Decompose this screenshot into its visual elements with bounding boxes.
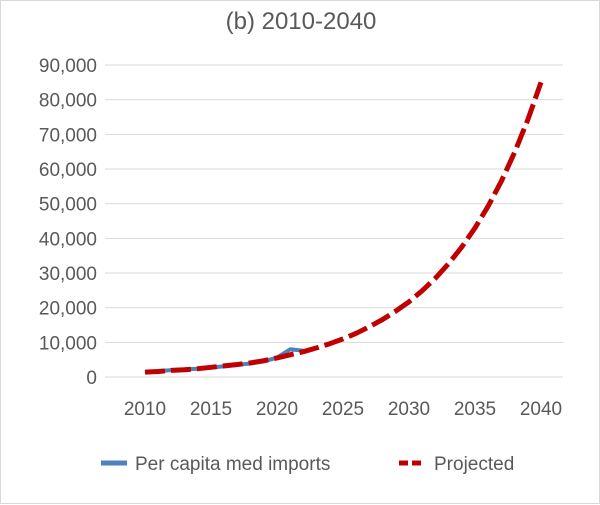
y-tick-label: 80,000 (39, 91, 97, 112)
legend-label-1: Projected (434, 454, 514, 475)
y-tick-label: 50,000 (39, 195, 97, 216)
x-tick-label: 2040 (520, 399, 562, 420)
y-tick-label: 40,000 (39, 229, 97, 250)
x-tick-label: 2035 (454, 399, 496, 420)
y-tick-label: 30,000 (39, 264, 97, 285)
x-tick-label: 2025 (322, 399, 364, 420)
y-tick-label: 70,000 (39, 125, 97, 146)
y-tick-label: 90,000 (39, 56, 97, 77)
y-tick-label: 0 (86, 368, 97, 389)
y-tick-label: 60,000 (39, 160, 97, 181)
x-tick-label: 2015 (190, 399, 232, 420)
series-line-0 (144, 347, 304, 375)
x-tick-label: 2020 (256, 399, 298, 420)
series-line-1 (144, 81, 544, 375)
x-tick-label: 2030 (388, 399, 430, 420)
y-tick-label: 10,000 (39, 333, 97, 354)
y-tick-label: 20,000 (39, 299, 97, 320)
legend-label-0: Per capita med imports (135, 454, 330, 475)
x-tick-label: 2010 (124, 399, 166, 420)
chart-title: (b) 2010-2040 (226, 8, 377, 35)
